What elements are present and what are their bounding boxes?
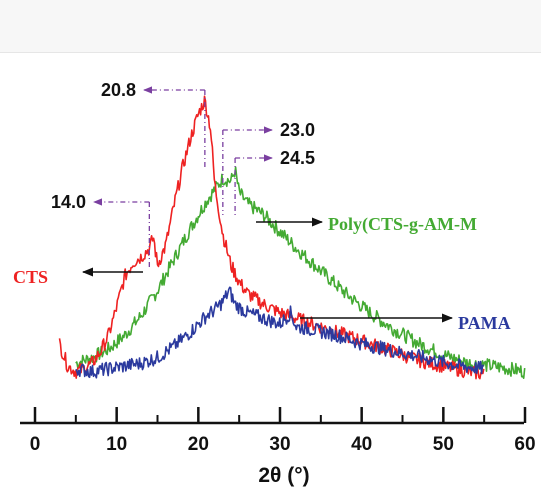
peak-label: 14.0 — [51, 192, 86, 212]
x-ticks: 0 10 20 30 40 50 60 — [30, 407, 536, 455]
series-label: PAMA — [458, 313, 511, 333]
x-tick-label: 10 — [106, 434, 127, 455]
series-label: CTS — [13, 267, 48, 287]
series-labels: CTS Poly(CTS-g-AM-M PAMA — [13, 214, 511, 333]
x-tick-label: 0 — [30, 434, 41, 455]
series-line-poly-cts-g-am-m — [75, 166, 526, 379]
x-axis-title: 2θ (°) — [258, 464, 309, 487]
series-label: Poly(CTS-g-AM-M — [328, 214, 477, 235]
x-tick-label: 60 — [514, 434, 535, 455]
annotations: 20.8 23.0 24.5 14.0 — [51, 80, 315, 270]
peak-label: 20.8 — [101, 80, 136, 100]
series-line-pama — [75, 286, 485, 379]
peak-label: 23.0 — [280, 120, 315, 140]
x-tick-label: 40 — [351, 434, 372, 455]
peak-label: 24.5 — [280, 148, 315, 168]
x-tick-label: 30 — [269, 434, 290, 455]
x-tick-label: 50 — [433, 434, 454, 455]
x-tick-label: 20 — [188, 434, 209, 455]
header-strip — [0, 0, 541, 53]
